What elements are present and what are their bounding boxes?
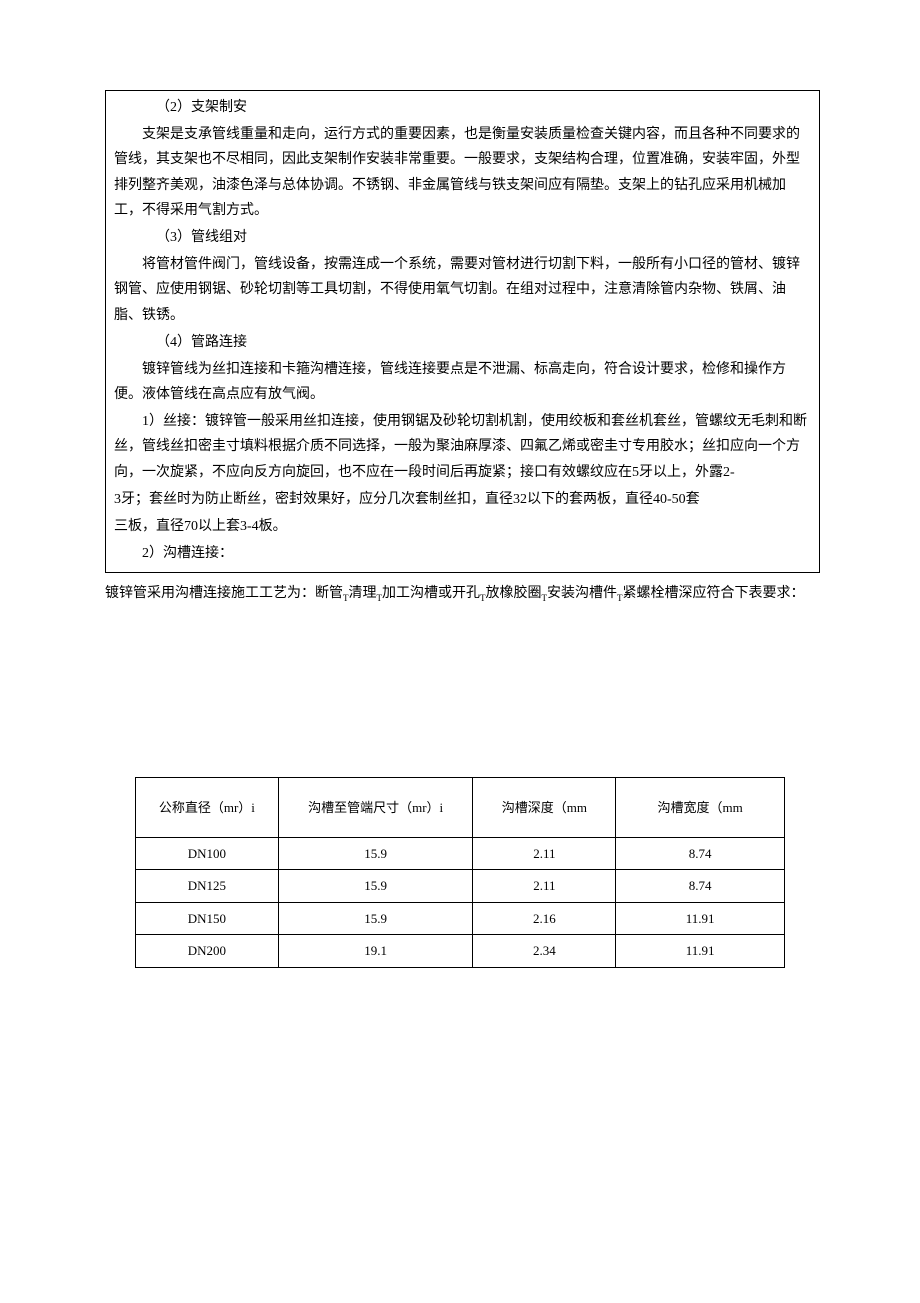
- cell: 2.16: [473, 902, 616, 934]
- section-4-item-1a: 1）丝接：镀锌管一般采用丝扣连接，使用钢锯及砂轮切割机割，使用绞板和套丝机套丝，…: [114, 409, 811, 485]
- section-2-heading: （2）支架制安: [114, 95, 811, 120]
- table-row: DN100 15.9 2.11 8.74: [136, 837, 785, 869]
- cell: 15.9: [278, 837, 473, 869]
- col-header-diameter: 公称直径（mr）i: [136, 777, 279, 837]
- section-4-item-1c: 三板，直径70以上套3-4板。: [114, 514, 811, 539]
- col-header-width: 沟槽宽度（mm: [616, 777, 785, 837]
- col-header-end-dim: 沟槽至管端尺寸（mr）i: [278, 777, 473, 837]
- groove-spec-table-wrap: 公称直径（mr）i 沟槽至管端尺寸（mr）i 沟槽深度（mm 沟槽宽度（mm D…: [135, 777, 785, 968]
- cell: 8.74: [616, 837, 785, 869]
- cell: DN100: [136, 837, 279, 869]
- cell: DN200: [136, 935, 279, 967]
- section-4-heading: （4）管路连接: [114, 330, 811, 355]
- cell: 11.91: [616, 935, 785, 967]
- table-body: DN100 15.9 2.11 8.74 DN125 15.9 2.11 8.7…: [136, 837, 785, 967]
- section-4-item-1b: 3牙；套丝时为防止断丝，密封效果好，应分几次套制丝扣，直径32以下的套两板，直径…: [114, 487, 811, 512]
- main-text-frame: （2）支架制安 支架是支承管线重量和走向，运行方式的重要因素，也是衡量安装质量检…: [105, 90, 820, 573]
- section-4-body: 镀锌管线为丝扣连接和卡箍沟槽连接，管线连接要点是不泄漏、标高走向，符合设计要求，…: [114, 357, 811, 407]
- cell: DN150: [136, 902, 279, 934]
- table-row: DN150 15.9 2.16 11.91: [136, 902, 785, 934]
- process-line: 镀锌管采用沟槽连接施工工艺为：断管T清理T加工沟槽或开孔T放橡胶圈T安装沟槽件T…: [105, 581, 820, 606]
- cell: 15.9: [278, 870, 473, 902]
- col-header-depth: 沟槽深度（mm: [473, 777, 616, 837]
- cell: 2.11: [473, 837, 616, 869]
- process-p5: 安装沟槽件: [547, 586, 617, 601]
- cell: 2.11: [473, 870, 616, 902]
- cell: 15.9: [278, 902, 473, 934]
- process-p6: 紧螺栓槽深应符合下表要求：: [623, 586, 805, 601]
- process-p2: 清理: [349, 586, 377, 601]
- cell: 19.1: [278, 935, 473, 967]
- process-p4: 放橡胶圈: [486, 586, 542, 601]
- cell: 11.91: [616, 902, 785, 934]
- table-header-row: 公称直径（mr）i 沟槽至管端尺寸（mr）i 沟槽深度（mm 沟槽宽度（mm: [136, 777, 785, 837]
- cell: 8.74: [616, 870, 785, 902]
- cell: DN125: [136, 870, 279, 902]
- cell: 2.34: [473, 935, 616, 967]
- section-4-item-2: 2）沟槽连接：: [114, 541, 811, 566]
- section-3-heading: （3）管线组对: [114, 225, 811, 250]
- table-row: DN125 15.9 2.11 8.74: [136, 870, 785, 902]
- section-3-body: 将管材管件阀门，管线设备，按需连成一个系统，需要对管材进行切割下料，一般所有小口…: [114, 252, 811, 328]
- table-row: DN200 19.1 2.34 11.91: [136, 935, 785, 967]
- process-prefix: 镀锌管采用沟槽连接施工工艺为：断管: [105, 586, 343, 601]
- section-2-body: 支架是支承管线重量和走向，运行方式的重要因素，也是衡量安装质量检查关键内容，而且…: [114, 122, 811, 223]
- process-p3: 加工沟槽或开孔: [382, 586, 480, 601]
- groove-spec-table: 公称直径（mr）i 沟槽至管端尺寸（mr）i 沟槽深度（mm 沟槽宽度（mm D…: [135, 777, 785, 968]
